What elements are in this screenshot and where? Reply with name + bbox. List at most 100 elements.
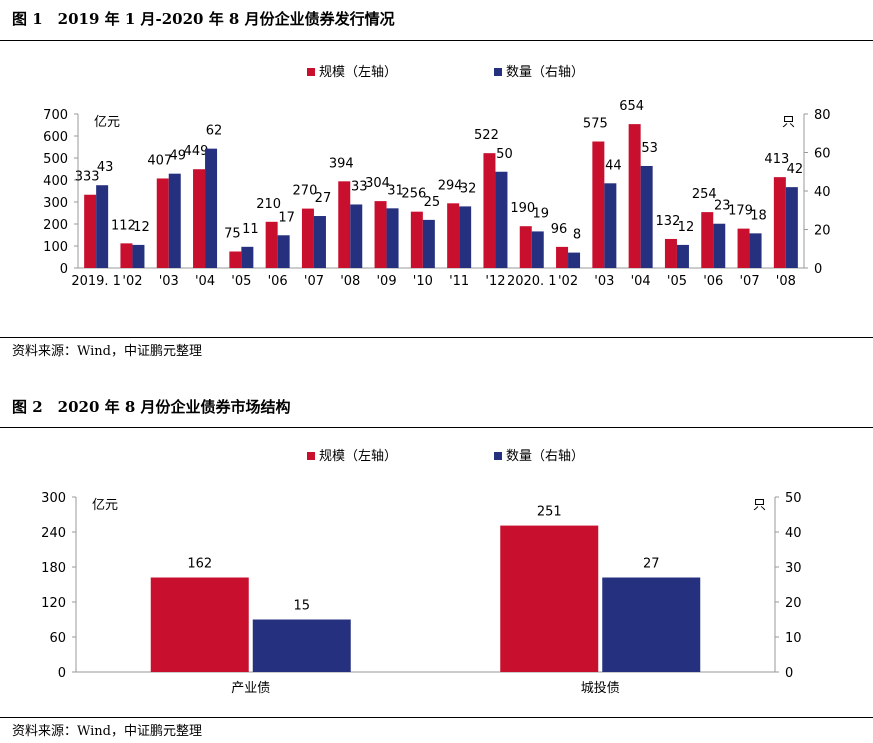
category-label: '08 — [340, 274, 360, 289]
bar-count — [252, 619, 351, 672]
data-label: 190 — [510, 201, 535, 216]
bar-count — [604, 183, 617, 268]
bar-scale — [193, 169, 206, 268]
left-tick-label: 300 — [41, 491, 66, 506]
data-label: 19 — [532, 206, 549, 221]
bar-count — [350, 204, 363, 268]
left-axis-unit: 亿元 — [94, 115, 120, 130]
data-label: 75 — [224, 227, 241, 242]
category-label: '12 — [485, 274, 505, 289]
right-tick-label: 40 — [814, 185, 831, 200]
bar-scale — [556, 246, 569, 268]
left-axis-unit: 亿元 — [92, 498, 118, 513]
right-tick-label: 0 — [814, 262, 822, 277]
data-label: 62 — [206, 124, 223, 139]
bar-scale — [701, 212, 714, 268]
left-tick-label: 300 — [43, 196, 68, 211]
bar-scale — [374, 201, 387, 268]
data-label: 304 — [365, 176, 390, 191]
data-label: 254 — [692, 187, 717, 202]
data-label: 33 — [351, 179, 368, 194]
bar-count — [459, 206, 472, 268]
category-label: 2020. 1 — [507, 274, 557, 289]
bar-scale — [500, 525, 599, 672]
data-label: 179 — [728, 204, 753, 219]
left-tick-label: 120 — [41, 596, 66, 611]
category-label: 2019. 1 — [71, 274, 121, 289]
right-tick-label: 0 — [785, 666, 793, 681]
figure2-source: 资料来源：Wind，中证鹏元整理 — [12, 724, 202, 739]
bar-count — [132, 244, 145, 268]
bar-count — [168, 173, 181, 268]
data-label: 413 — [764, 152, 789, 167]
data-label: 8 — [573, 228, 581, 243]
category-label: 产业债 — [231, 681, 270, 696]
bar-scale — [150, 577, 249, 672]
right-tick-label: 10 — [785, 631, 802, 646]
bar-count — [386, 208, 399, 268]
right-tick-label: 40 — [785, 526, 802, 541]
category-label: '03 — [594, 274, 614, 289]
right-tick-label: 30 — [785, 561, 802, 576]
right-axis-unit: 只 — [782, 115, 795, 130]
category-label: '03 — [159, 274, 179, 289]
data-label: 162 — [187, 557, 212, 572]
left-tick-label: 180 — [41, 561, 66, 576]
data-label: 407 — [147, 153, 172, 168]
data-label: 53 — [641, 141, 658, 156]
category-label: '10 — [413, 274, 433, 289]
data-label: 25 — [424, 195, 441, 210]
data-label: 17 — [278, 210, 295, 225]
left-tick-label: 500 — [43, 152, 68, 167]
legend-swatch-1 — [494, 452, 502, 460]
left-tick-label: 60 — [49, 631, 66, 646]
right-tick-label: 60 — [814, 147, 831, 162]
bar-scale — [737, 228, 750, 268]
bar-scale — [84, 194, 97, 268]
category-label: '09 — [376, 274, 396, 289]
legend-label-1: 数量（右轴） — [506, 65, 584, 80]
bar-count — [495, 171, 508, 268]
figure2-top-rule — [0, 427, 873, 428]
left-tick-label: 600 — [43, 130, 68, 145]
category-label: '07 — [739, 274, 759, 289]
category-label: '02 — [122, 274, 142, 289]
bar-count — [531, 231, 544, 268]
data-label: 43 — [97, 160, 114, 175]
bar-scale — [229, 251, 242, 268]
data-label: 42 — [787, 162, 804, 177]
data-label: 394 — [329, 156, 354, 171]
bar-scale — [592, 141, 605, 268]
category-label: '04 — [195, 274, 215, 289]
bar-count — [422, 219, 435, 268]
data-label: 11 — [242, 222, 259, 237]
bar-count — [713, 223, 726, 268]
category-label: '08 — [776, 274, 796, 289]
data-label: 32 — [460, 181, 477, 196]
category-label: '02 — [558, 274, 578, 289]
bar-scale — [483, 153, 496, 268]
legend-label-0: 规模（左轴） — [319, 449, 397, 464]
data-label: 112 — [111, 218, 136, 233]
data-label: 333 — [75, 170, 100, 185]
legend-swatch-0 — [307, 452, 315, 460]
bar-count — [205, 148, 218, 268]
category-label: '05 — [231, 274, 251, 289]
data-label: 294 — [438, 178, 463, 193]
legend-swatch-0 — [307, 68, 315, 76]
category-label: '11 — [449, 274, 469, 289]
data-label: 449 — [184, 144, 209, 159]
category-label: '06 — [268, 274, 288, 289]
bar-count — [277, 235, 290, 268]
left-tick-label: 0 — [60, 262, 68, 277]
bar-count — [568, 252, 581, 268]
right-tick-label: 80 — [814, 108, 831, 123]
figure1-bottom-rule — [0, 337, 873, 338]
bar-count — [602, 577, 701, 672]
bar-count — [785, 187, 798, 268]
left-tick-label: 200 — [43, 218, 68, 233]
bar-scale — [265, 221, 278, 268]
left-tick-label: 240 — [41, 526, 66, 541]
right-tick-label: 50 — [785, 491, 802, 506]
bar-count — [241, 246, 254, 268]
